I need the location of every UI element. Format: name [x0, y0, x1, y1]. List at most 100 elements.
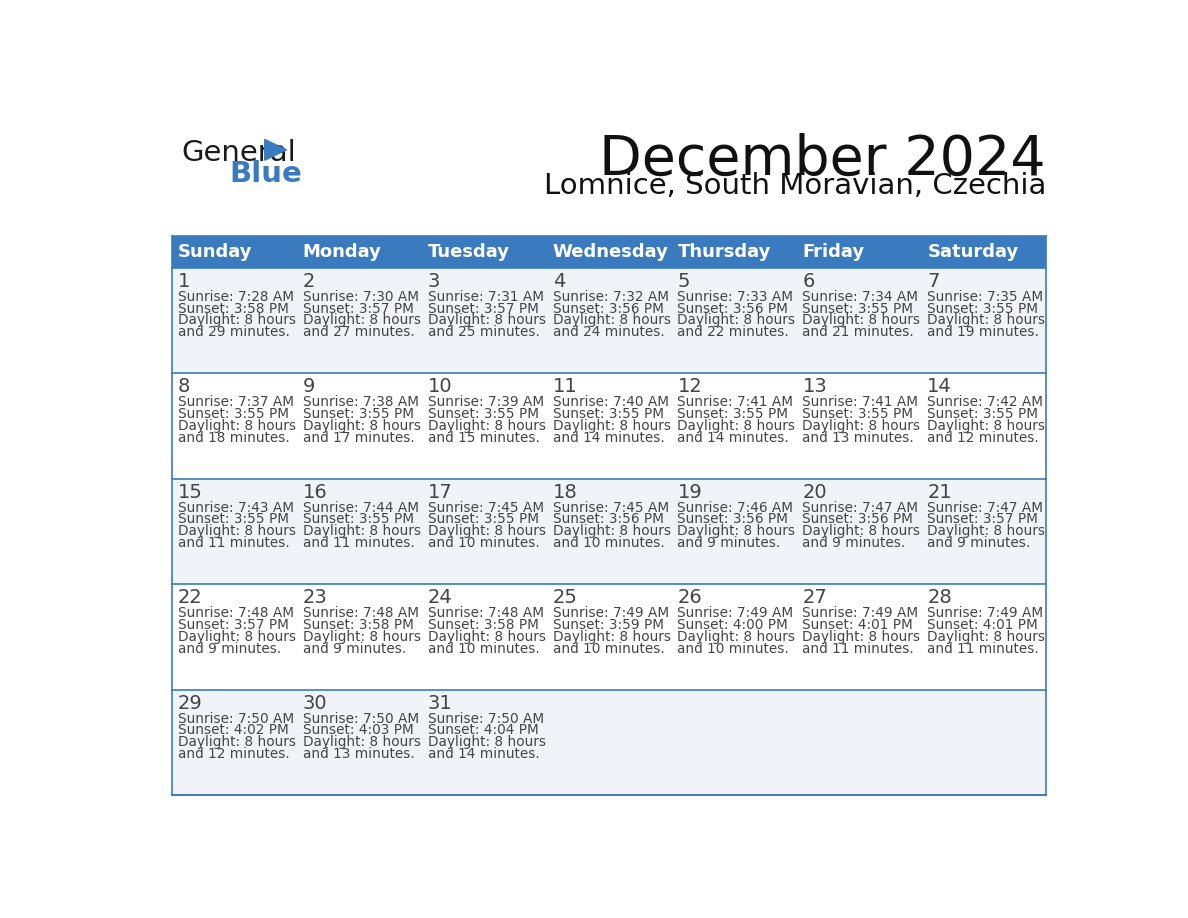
Text: Daylight: 8 hours: Daylight: 8 hours: [552, 313, 670, 328]
Bar: [671, 585, 796, 690]
Bar: [671, 479, 796, 585]
Text: Daylight: 8 hours: Daylight: 8 hours: [428, 735, 545, 749]
Text: Daylight: 8 hours: Daylight: 8 hours: [428, 419, 545, 433]
Text: Sunrise: 7:50 AM: Sunrise: 7:50 AM: [178, 711, 295, 725]
Text: Daylight: 8 hours: Daylight: 8 hours: [928, 313, 1045, 328]
Bar: [172, 585, 297, 690]
Text: Sunday: Sunday: [178, 243, 252, 261]
Bar: [172, 268, 297, 374]
Bar: [546, 374, 671, 479]
Text: Monday: Monday: [303, 243, 381, 261]
Text: 30: 30: [303, 694, 328, 712]
Text: Friday: Friday: [802, 243, 865, 261]
Text: 5: 5: [677, 272, 690, 291]
Text: Sunset: 3:55 PM: Sunset: 3:55 PM: [677, 407, 789, 421]
Text: Sunset: 3:56 PM: Sunset: 3:56 PM: [552, 512, 663, 527]
Text: Sunset: 4:00 PM: Sunset: 4:00 PM: [677, 618, 789, 632]
Text: Sunrise: 7:50 AM: Sunrise: 7:50 AM: [428, 711, 544, 725]
Text: 25: 25: [552, 588, 577, 608]
Text: 11: 11: [552, 377, 577, 397]
Text: and 17 minutes.: and 17 minutes.: [303, 431, 415, 445]
Text: Sunrise: 7:37 AM: Sunrise: 7:37 AM: [178, 395, 293, 409]
Text: Sunrise: 7:35 AM: Sunrise: 7:35 AM: [928, 289, 1043, 304]
Text: and 12 minutes.: and 12 minutes.: [928, 431, 1040, 445]
Text: Daylight: 8 hours: Daylight: 8 hours: [802, 630, 921, 644]
Text: Daylight: 8 hours: Daylight: 8 hours: [802, 313, 921, 328]
Bar: [422, 374, 546, 479]
Text: 26: 26: [677, 588, 702, 608]
Text: Daylight: 8 hours: Daylight: 8 hours: [303, 630, 421, 644]
Text: Sunset: 3:58 PM: Sunset: 3:58 PM: [428, 618, 538, 632]
Text: Sunrise: 7:47 AM: Sunrise: 7:47 AM: [802, 500, 918, 515]
Text: 18: 18: [552, 483, 577, 502]
Text: Daylight: 8 hours: Daylight: 8 hours: [303, 524, 421, 539]
Text: 1: 1: [178, 272, 190, 291]
Text: 9: 9: [303, 377, 315, 397]
Text: Blue: Blue: [229, 161, 302, 188]
Text: Sunset: 4:02 PM: Sunset: 4:02 PM: [178, 723, 289, 737]
Text: 10: 10: [428, 377, 453, 397]
Text: Daylight: 8 hours: Daylight: 8 hours: [552, 524, 670, 539]
Text: and 11 minutes.: and 11 minutes.: [928, 642, 1040, 655]
Text: Sunrise: 7:48 AM: Sunrise: 7:48 AM: [178, 606, 293, 620]
Text: Daylight: 8 hours: Daylight: 8 hours: [677, 524, 796, 539]
Polygon shape: [265, 140, 286, 161]
Text: Sunrise: 7:46 AM: Sunrise: 7:46 AM: [677, 500, 794, 515]
Text: Daylight: 8 hours: Daylight: 8 hours: [178, 735, 296, 749]
Bar: [297, 585, 422, 690]
Text: Daylight: 8 hours: Daylight: 8 hours: [802, 524, 921, 539]
Text: Sunset: 3:56 PM: Sunset: 3:56 PM: [677, 301, 789, 316]
Text: Sunrise: 7:49 AM: Sunrise: 7:49 AM: [552, 606, 669, 620]
Bar: [921, 585, 1045, 690]
Text: 14: 14: [928, 377, 952, 397]
Text: Daylight: 8 hours: Daylight: 8 hours: [802, 419, 921, 433]
Text: and 10 minutes.: and 10 minutes.: [428, 536, 539, 551]
Text: Daylight: 8 hours: Daylight: 8 hours: [178, 419, 296, 433]
Text: and 10 minutes.: and 10 minutes.: [552, 536, 664, 551]
Text: Sunset: 3:55 PM: Sunset: 3:55 PM: [802, 407, 914, 421]
Bar: [422, 585, 546, 690]
Bar: [297, 479, 422, 585]
Text: Daylight: 8 hours: Daylight: 8 hours: [677, 313, 796, 328]
Text: and 9 minutes.: and 9 minutes.: [677, 536, 781, 551]
Text: and 14 minutes.: and 14 minutes.: [677, 431, 789, 445]
Text: Sunset: 3:57 PM: Sunset: 3:57 PM: [178, 618, 289, 632]
Text: and 22 minutes.: and 22 minutes.: [677, 325, 789, 340]
Text: Sunset: 4:01 PM: Sunset: 4:01 PM: [802, 618, 914, 632]
Text: Sunset: 3:55 PM: Sunset: 3:55 PM: [928, 407, 1038, 421]
Text: 4: 4: [552, 272, 565, 291]
Text: Sunset: 4:03 PM: Sunset: 4:03 PM: [303, 723, 413, 737]
Text: Sunrise: 7:47 AM: Sunrise: 7:47 AM: [928, 500, 1043, 515]
Text: Sunrise: 7:41 AM: Sunrise: 7:41 AM: [677, 395, 794, 409]
Text: and 18 minutes.: and 18 minutes.: [178, 431, 290, 445]
Text: and 24 minutes.: and 24 minutes.: [552, 325, 664, 340]
Text: and 29 minutes.: and 29 minutes.: [178, 325, 290, 340]
Text: Sunset: 3:57 PM: Sunset: 3:57 PM: [928, 512, 1038, 527]
Text: and 14 minutes.: and 14 minutes.: [552, 431, 664, 445]
Text: Sunrise: 7:45 AM: Sunrise: 7:45 AM: [552, 500, 669, 515]
Text: Daylight: 8 hours: Daylight: 8 hours: [303, 735, 421, 749]
Text: Sunset: 3:55 PM: Sunset: 3:55 PM: [552, 407, 664, 421]
Text: and 9 minutes.: and 9 minutes.: [802, 536, 905, 551]
Text: Daylight: 8 hours: Daylight: 8 hours: [303, 313, 421, 328]
Bar: [796, 690, 921, 796]
Text: Daylight: 8 hours: Daylight: 8 hours: [552, 419, 670, 433]
Bar: [546, 268, 671, 374]
Text: Daylight: 8 hours: Daylight: 8 hours: [428, 630, 545, 644]
Text: Sunrise: 7:49 AM: Sunrise: 7:49 AM: [802, 606, 918, 620]
Text: Sunrise: 7:40 AM: Sunrise: 7:40 AM: [552, 395, 669, 409]
Text: 22: 22: [178, 588, 203, 608]
Bar: [671, 690, 796, 796]
Bar: [297, 268, 422, 374]
Text: 12: 12: [677, 377, 702, 397]
Text: Sunrise: 7:48 AM: Sunrise: 7:48 AM: [303, 606, 419, 620]
Text: Sunrise: 7:28 AM: Sunrise: 7:28 AM: [178, 289, 293, 304]
Text: Sunset: 4:01 PM: Sunset: 4:01 PM: [928, 618, 1038, 632]
Bar: [546, 690, 671, 796]
Text: Sunset: 3:57 PM: Sunset: 3:57 PM: [428, 301, 538, 316]
Bar: [172, 690, 297, 796]
Text: 24: 24: [428, 588, 453, 608]
Bar: [671, 268, 796, 374]
Text: and 9 minutes.: and 9 minutes.: [303, 642, 406, 655]
Text: Daylight: 8 hours: Daylight: 8 hours: [428, 524, 545, 539]
